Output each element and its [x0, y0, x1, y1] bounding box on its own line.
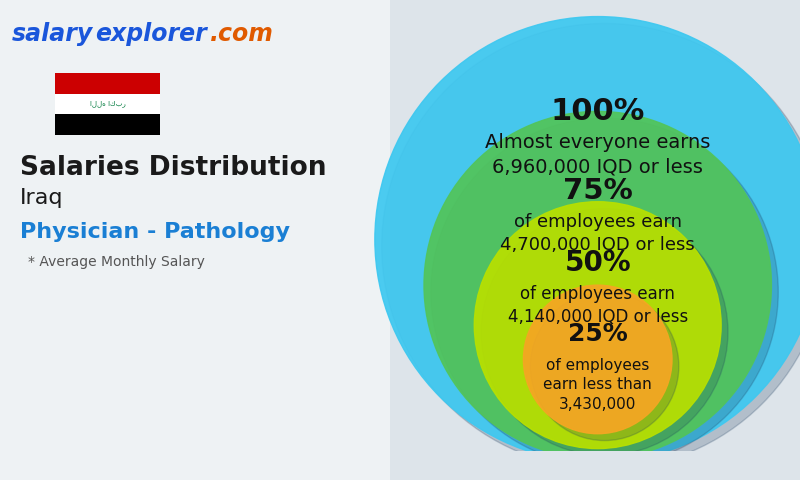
Bar — [0, 134, 800, 140]
Bar — [0, 154, 800, 160]
Bar — [0, 104, 800, 110]
Circle shape — [431, 118, 778, 466]
Bar — [0, 84, 800, 90]
Bar — [0, 79, 800, 85]
Text: 100%: 100% — [550, 96, 645, 126]
Bar — [0, 44, 800, 50]
Bar — [0, 94, 800, 100]
Circle shape — [530, 292, 679, 441]
Text: 50%: 50% — [565, 249, 631, 276]
Bar — [0, 74, 800, 80]
Bar — [0, 114, 800, 120]
Text: 25%: 25% — [568, 322, 627, 346]
Bar — [0, 109, 800, 115]
Bar — [0, 124, 800, 130]
Bar — [0, 144, 800, 150]
Text: of employees
earn less than
3,430,000: of employees earn less than 3,430,000 — [543, 358, 652, 412]
Text: 75%: 75% — [563, 177, 633, 204]
Bar — [0, 139, 800, 145]
Bar — [0, 0, 390, 480]
Circle shape — [523, 285, 672, 434]
Bar — [0, 4, 800, 10]
Text: * Average Monthly Salary: * Average Monthly Salary — [28, 255, 205, 269]
Bar — [0, 129, 800, 135]
Bar — [0, 184, 800, 190]
Text: explorer: explorer — [95, 22, 206, 46]
Bar — [0, 54, 800, 60]
Circle shape — [382, 24, 800, 469]
Bar — [0, 24, 800, 30]
Text: salary: salary — [12, 22, 94, 46]
Bar — [0, 64, 800, 70]
Text: of employees earn
4,140,000 IQD or less: of employees earn 4,140,000 IQD or less — [507, 285, 688, 326]
Text: Physician - Pathology: Physician - Pathology — [20, 222, 290, 242]
Circle shape — [481, 209, 728, 456]
Bar — [0, 49, 800, 55]
Bar — [0, 119, 800, 125]
Bar — [0, 0, 800, 5]
Circle shape — [424, 111, 771, 459]
Bar — [55, 114, 160, 135]
Bar — [0, 19, 800, 25]
Bar — [0, 59, 800, 65]
Bar — [0, 179, 800, 185]
Bar — [0, 164, 800, 170]
Circle shape — [375, 17, 800, 462]
Circle shape — [474, 202, 721, 449]
Bar — [0, 9, 800, 15]
Text: .com: .com — [210, 22, 274, 46]
Bar — [0, 29, 800, 35]
Bar — [0, 174, 800, 180]
Text: Salaries Distribution: Salaries Distribution — [20, 155, 326, 181]
Bar — [0, 39, 800, 45]
Bar — [0, 189, 800, 195]
Bar — [0, 34, 800, 40]
Bar — [0, 89, 800, 95]
Bar — [0, 69, 800, 75]
Bar — [0, 159, 800, 165]
Bar — [0, 149, 800, 155]
Text: of employees earn
4,700,000 IQD or less: of employees earn 4,700,000 IQD or less — [500, 213, 695, 254]
Bar — [0, 169, 800, 175]
Bar — [0, 14, 800, 20]
Bar — [55, 94, 160, 114]
Text: Almost everyone earns
6,960,000 IQD or less: Almost everyone earns 6,960,000 IQD or l… — [485, 133, 710, 176]
Text: الله اكبر: الله اكبر — [90, 101, 126, 108]
Bar — [0, 99, 800, 105]
Text: Iraq: Iraq — [20, 188, 63, 208]
Bar — [55, 73, 160, 94]
